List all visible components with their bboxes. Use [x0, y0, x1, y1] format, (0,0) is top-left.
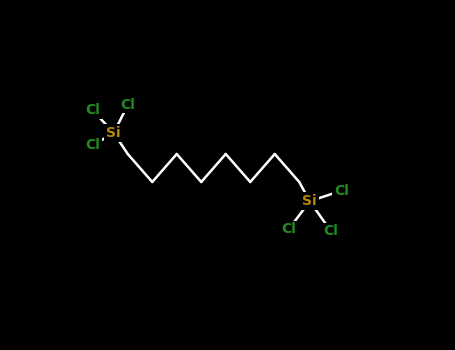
- Text: Si: Si: [303, 194, 317, 208]
- Text: Cl: Cl: [334, 184, 349, 198]
- Text: Cl: Cl: [120, 98, 135, 112]
- Text: Cl: Cl: [86, 138, 100, 152]
- Text: Cl: Cl: [281, 222, 296, 236]
- Text: Si: Si: [106, 126, 121, 140]
- Text: Cl: Cl: [86, 103, 100, 117]
- Text: Cl: Cl: [324, 224, 338, 238]
